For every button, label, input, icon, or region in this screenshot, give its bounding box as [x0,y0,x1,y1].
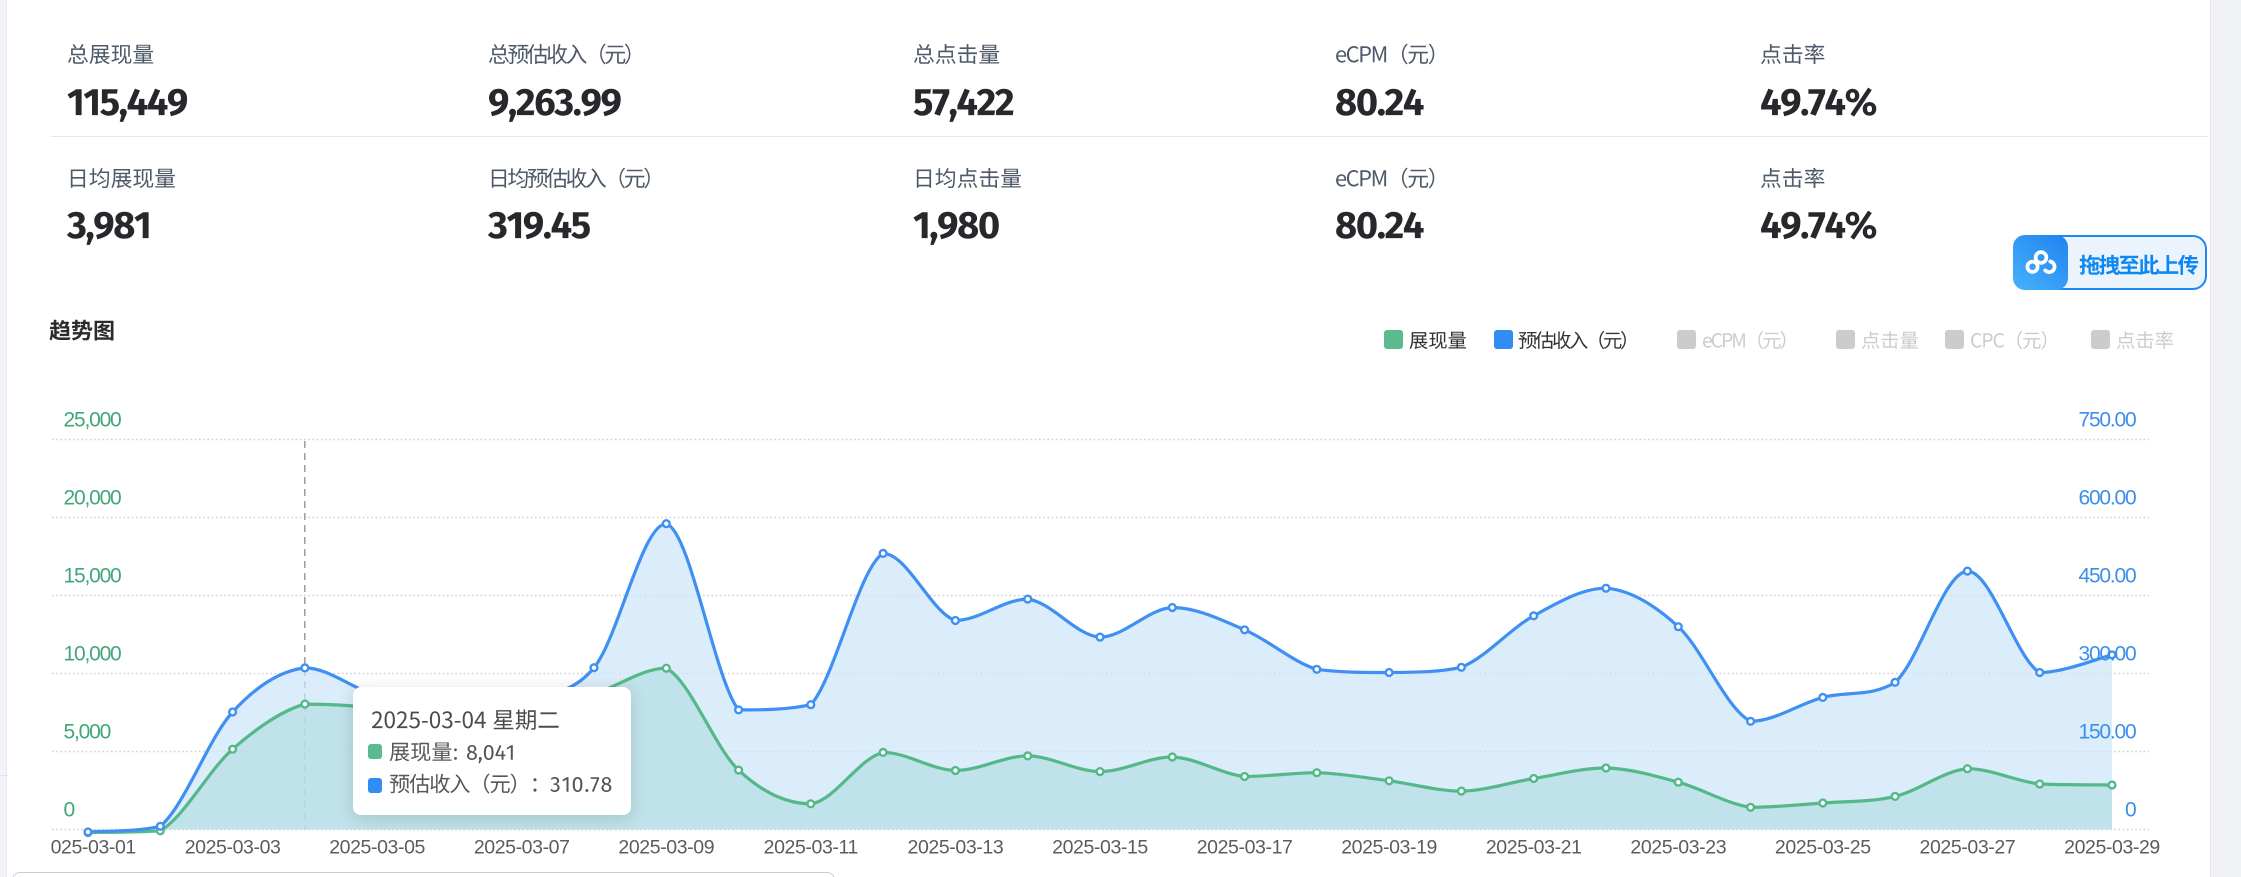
svg-text:20,000: 20,000 [64,487,122,510]
svg-text:300.00: 300.00 [2078,643,2136,666]
svg-text:0: 0 [64,799,75,822]
svg-text:0: 0 [2125,799,2136,822]
svg-text:2025-03-23: 2025-03-23 [1630,837,1726,859]
svg-text:2025-03-01: 2025-03-01 [40,837,136,859]
svg-text:2025-03-27: 2025-03-27 [1920,837,2016,859]
svg-text:450.00: 450.00 [2078,565,2136,588]
svg-text:5,000: 5,000 [64,721,111,744]
svg-text:2025-03-15: 2025-03-15 [1052,837,1148,859]
svg-text:2025-03-11: 2025-03-11 [764,837,858,859]
svg-text:2025-03-09: 2025-03-09 [618,837,714,859]
svg-text:750.00: 750.00 [2078,409,2136,432]
svg-text:600.00: 600.00 [2078,487,2136,510]
svg-text:2025-03-03: 2025-03-03 [185,837,281,859]
svg-text:2025-03-07: 2025-03-07 [474,837,570,859]
svg-text:2025-03-13: 2025-03-13 [908,837,1004,859]
svg-text:2025-03-21: 2025-03-21 [1486,837,1582,859]
svg-text:2025-03-19: 2025-03-19 [1341,837,1437,859]
svg-text:2025-03-17: 2025-03-17 [1197,837,1293,859]
svg-text:10,000: 10,000 [64,643,122,666]
svg-text:25,000: 25,000 [64,409,122,432]
svg-text:2025-03-29: 2025-03-29 [2064,837,2160,859]
svg-text:2025-03-05: 2025-03-05 [329,837,425,859]
svg-text:15,000: 15,000 [64,565,122,588]
svg-text:2025-03-25: 2025-03-25 [1775,837,1871,859]
svg-text:150.00: 150.00 [2078,721,2136,744]
